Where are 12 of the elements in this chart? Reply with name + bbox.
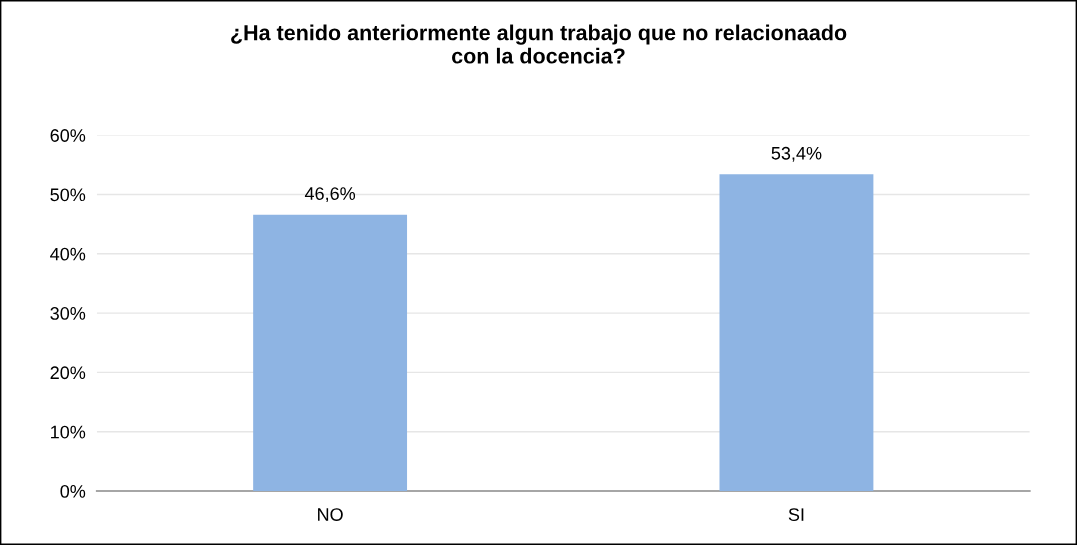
y-tick-label: 60% (50, 129, 86, 142)
y-tick-label: 50% (50, 188, 86, 202)
y-tick-label: 0% (60, 484, 86, 498)
data-label: 53,4% (771, 146, 822, 162)
y-tick-label: 10% (51, 425, 86, 439)
x-tick-label: NO (318, 508, 343, 521)
data-label: 46,6% (304, 187, 356, 203)
chart-title: ¿Ha tenido anteriormente algun trabajo que no relacionaado con la docencia? (231, 24, 847, 64)
y-tick-label: 20% (50, 366, 86, 380)
y-tick-label: 40% (50, 247, 86, 261)
y-tick-label: 30% (50, 307, 86, 320)
x-tick-label: SI (788, 508, 804, 521)
